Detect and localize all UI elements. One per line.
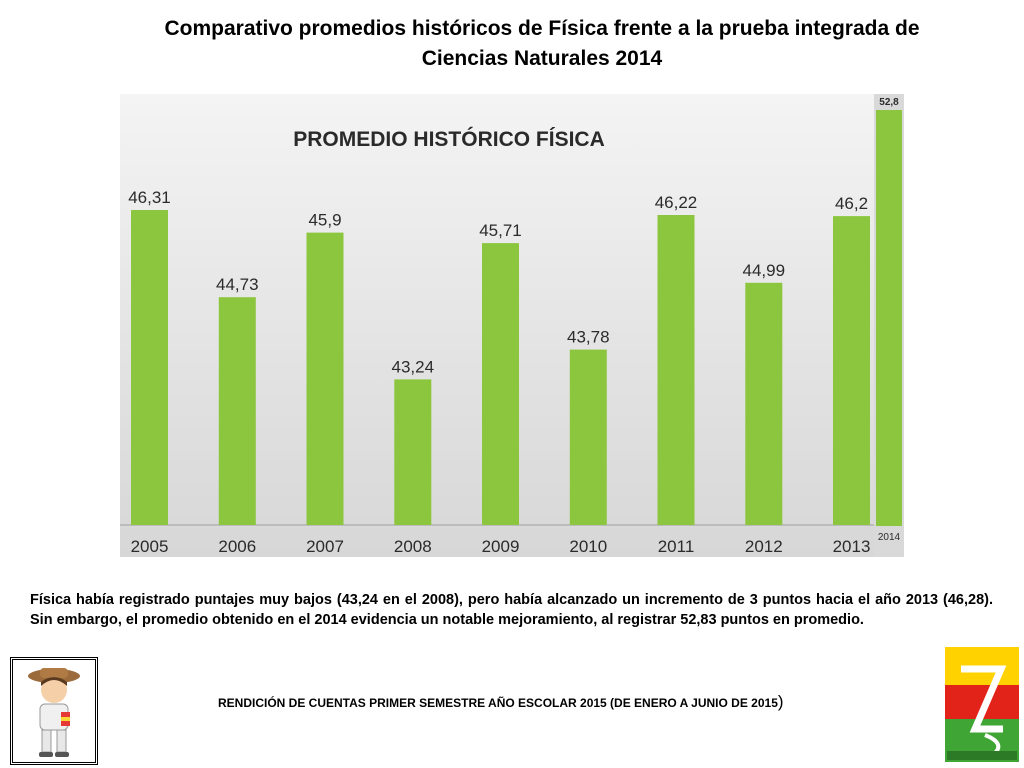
value-label-2010: 43,78 (567, 328, 610, 347)
category-label-2008: 2008 (394, 537, 432, 556)
category-label-2005: 2005 (131, 537, 169, 556)
slide-title-line1: Comparativo promedios históricos de Físi… (164, 17, 920, 40)
description-period: . (859, 612, 864, 628)
value-label-2006: 44,73 (216, 275, 259, 294)
bar-2011 (657, 215, 695, 525)
bar-2010 (569, 349, 607, 525)
bar-2005 (131, 210, 168, 525)
footer-text: RENDICIÓN DE CUENTAS PRIMER SEMESTRE AÑO… (218, 696, 778, 710)
footer-paren: ) (777, 692, 784, 711)
category-label-2007: 2007 (306, 537, 344, 556)
value-label-2014: 52,8 (879, 97, 899, 108)
value-label-2005: 46,31 (128, 188, 171, 207)
bar-2009 (482, 243, 519, 525)
bar-2006 (218, 297, 256, 525)
category-label-2010: 2010 (569, 537, 607, 556)
category-label-2011: 2011 (658, 537, 695, 556)
bar-2012 (745, 282, 783, 525)
value-label-2013: 46,2 (835, 194, 868, 213)
slide-title: Comparativo promedios históricos de Físi… (100, 14, 984, 74)
category-label-2006: 2006 (218, 537, 256, 556)
historical-bar-chart-svg: PROMEDIO HISTÓRICO FÍSICA 46,31 44,73 45,9… (120, 127, 874, 556)
mascot-illustration (28, 668, 80, 757)
value-label-2011: 46,22 (655, 193, 698, 212)
value-label-2009: 45,71 (479, 221, 522, 240)
bar-2014 (876, 110, 902, 526)
category-label-2013: 2013 (833, 537, 871, 556)
mascot-image (10, 657, 98, 765)
value-label-2007: 45,9 (308, 211, 341, 230)
institution-logo (945, 647, 1019, 762)
description-text: Física había registrado puntajes muy baj… (30, 592, 993, 628)
historical-bar-chart: PROMEDIO HISTÓRICO FÍSICA 46,31 44,73 45,9… (120, 94, 874, 557)
value-label-2008: 43,24 (392, 357, 435, 376)
footer-caption: RENDICIÓN DE CUENTAS PRIMER SEMESTRE AÑO… (218, 692, 784, 712)
category-label-2012: 2012 (745, 537, 783, 556)
inset-2014-chart: 52,8 2014 (874, 94, 904, 557)
bar-2007 (306, 232, 344, 525)
chart-description: Física había registrado puntajes muy baj… (30, 590, 993, 630)
bar-2008 (394, 379, 432, 525)
category-label-2009: 2009 (482, 537, 520, 556)
category-label-2014: 2014 (878, 532, 901, 543)
chart-title: PROMEDIO HISTÓRICO FÍSICA (293, 127, 605, 151)
bar-2013 (833, 216, 870, 525)
value-label-2012: 44,99 (743, 261, 786, 280)
inset-2014-chart-svg: 52,8 2014 (876, 97, 902, 543)
slide-title-line2: Ciencias Naturales 2014 (421, 47, 663, 70)
institution-logo-graphic (945, 647, 1019, 762)
